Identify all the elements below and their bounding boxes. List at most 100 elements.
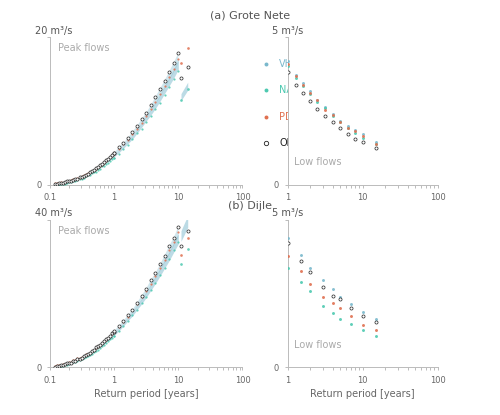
Point bbox=[68, 178, 76, 184]
Point bbox=[88, 348, 96, 355]
Point bbox=[82, 171, 90, 178]
Point bbox=[102, 157, 110, 164]
Point bbox=[114, 328, 123, 334]
Point bbox=[53, 181, 61, 188]
Point bbox=[51, 362, 59, 369]
Point bbox=[98, 161, 106, 168]
Point bbox=[92, 345, 100, 352]
Point bbox=[86, 169, 94, 176]
Point bbox=[177, 97, 185, 103]
Point bbox=[110, 328, 118, 335]
Point bbox=[299, 90, 307, 97]
Point bbox=[94, 343, 102, 350]
Point bbox=[177, 242, 185, 249]
Point bbox=[152, 270, 160, 276]
Point bbox=[114, 151, 123, 157]
Point bbox=[174, 229, 182, 236]
Point bbox=[64, 180, 72, 186]
Point bbox=[284, 69, 292, 76]
Point bbox=[94, 166, 102, 173]
Point bbox=[57, 181, 65, 188]
Point bbox=[147, 287, 155, 293]
Point bbox=[51, 180, 59, 186]
Point bbox=[84, 352, 92, 359]
Point bbox=[142, 288, 150, 294]
Point bbox=[108, 334, 116, 341]
Point bbox=[306, 91, 314, 98]
Point bbox=[102, 161, 110, 168]
Point bbox=[133, 306, 141, 313]
Point bbox=[74, 175, 82, 182]
Point bbox=[174, 224, 182, 230]
Point bbox=[174, 68, 182, 74]
Point bbox=[70, 176, 78, 183]
Point bbox=[133, 301, 141, 308]
Point bbox=[100, 163, 108, 169]
Point bbox=[110, 329, 118, 336]
Point bbox=[86, 171, 94, 178]
Point bbox=[70, 358, 78, 365]
Point bbox=[322, 112, 330, 119]
Point bbox=[96, 162, 104, 168]
Point bbox=[296, 279, 304, 286]
Point bbox=[106, 158, 114, 165]
Point bbox=[102, 340, 110, 347]
Point bbox=[124, 317, 132, 324]
Point bbox=[86, 352, 94, 358]
Point bbox=[124, 142, 132, 148]
Text: 20 m³/s: 20 m³/s bbox=[34, 26, 72, 36]
Point bbox=[147, 102, 155, 109]
Text: Peak flows: Peak flows bbox=[58, 43, 109, 53]
Point bbox=[72, 178, 80, 184]
Point bbox=[80, 353, 88, 359]
Point bbox=[336, 293, 344, 300]
Point bbox=[74, 355, 82, 362]
Point bbox=[314, 105, 322, 112]
Point bbox=[165, 68, 173, 75]
Point bbox=[100, 341, 108, 348]
Point bbox=[92, 166, 100, 172]
Text: Peak flows: Peak flows bbox=[58, 226, 109, 236]
Point bbox=[80, 172, 88, 178]
Point bbox=[160, 77, 168, 84]
Point bbox=[90, 347, 98, 353]
Point bbox=[372, 141, 380, 147]
Point bbox=[128, 312, 136, 318]
Point bbox=[358, 134, 366, 141]
Point bbox=[68, 178, 76, 185]
Point bbox=[51, 364, 59, 371]
Point bbox=[110, 154, 118, 161]
Point bbox=[57, 179, 65, 186]
Text: VHM: VHM bbox=[279, 59, 301, 69]
Point bbox=[372, 141, 380, 147]
Point bbox=[174, 56, 182, 63]
Point bbox=[284, 58, 292, 65]
Point bbox=[128, 131, 136, 138]
Point bbox=[292, 82, 300, 88]
Point bbox=[76, 174, 84, 181]
Point bbox=[100, 159, 108, 166]
Point bbox=[92, 164, 100, 171]
Point bbox=[284, 63, 292, 69]
Point bbox=[314, 96, 322, 103]
Point bbox=[88, 168, 96, 174]
Point bbox=[102, 336, 110, 342]
Point bbox=[336, 124, 344, 131]
Point bbox=[320, 293, 328, 300]
Point bbox=[88, 350, 96, 357]
Point bbox=[328, 300, 336, 306]
Point bbox=[320, 283, 328, 290]
Point bbox=[292, 71, 300, 78]
Point bbox=[55, 363, 63, 369]
Point bbox=[104, 335, 112, 342]
Point bbox=[76, 355, 84, 362]
Point bbox=[70, 359, 78, 366]
Point bbox=[128, 136, 136, 143]
Point bbox=[351, 129, 359, 136]
Point bbox=[328, 112, 336, 118]
Point bbox=[51, 364, 59, 370]
Point bbox=[68, 360, 76, 366]
Point bbox=[296, 252, 304, 259]
Point bbox=[128, 307, 136, 313]
Point bbox=[177, 261, 185, 268]
